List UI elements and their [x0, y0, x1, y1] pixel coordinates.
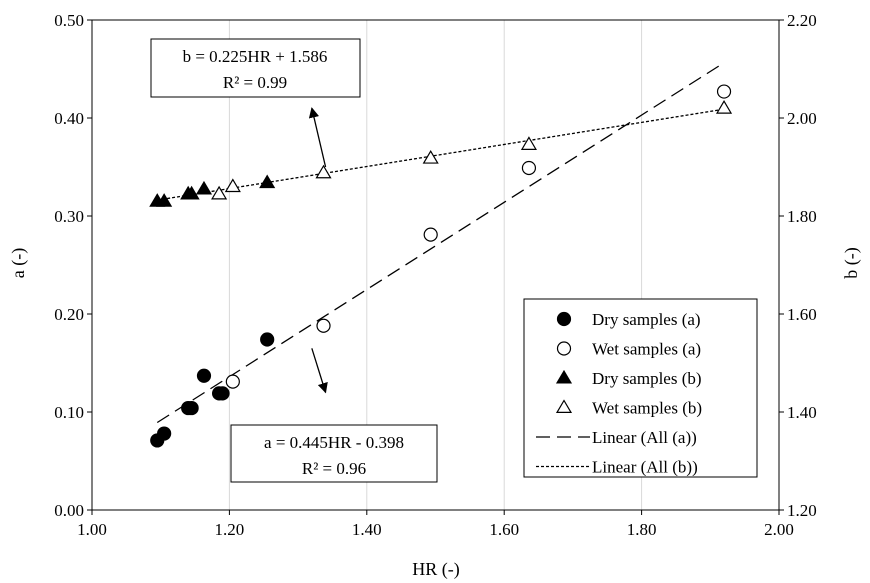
left-y-axis-title: a (-) — [8, 248, 29, 278]
left-y-tick-label: 0.10 — [54, 403, 84, 422]
trend-line — [156, 62, 725, 424]
left-y-tick-label: 0.40 — [54, 109, 84, 128]
data-point — [224, 178, 241, 193]
data-point — [215, 386, 230, 401]
data-point — [225, 374, 240, 389]
legend-symbol — [555, 399, 573, 413]
b-equation-line-1: b = 0.225HR + 1.586 — [183, 47, 328, 66]
data-point — [184, 400, 199, 416]
a-equation-line-2: R² = 0.96 — [302, 459, 366, 478]
annotation-arrows — [308, 107, 328, 394]
right-y-tick-label: 1.20 — [787, 501, 817, 520]
x-tick-label: 1.80 — [627, 520, 657, 539]
data-point — [423, 227, 438, 242]
legend-label: Dry samples (a) — [592, 310, 701, 329]
data-point — [316, 318, 331, 333]
right-y-tick-label: 2.20 — [787, 11, 817, 30]
data-point — [211, 185, 228, 200]
tick-labels: 1.00 1.20 1.40 1.60 1.80 2.00 0.00 0.10 0.20 0.30… — [54, 11, 817, 539]
data-point — [715, 100, 733, 114]
legend-label: Wet samples (b) — [592, 399, 702, 418]
x-tick-label: 1.40 — [352, 520, 382, 539]
data-point — [422, 149, 439, 164]
legend-box — [523, 298, 758, 478]
data-point — [315, 164, 332, 179]
data-point — [195, 180, 213, 195]
left-y-tick-label: 0.00 — [54, 501, 84, 520]
legend-label: Linear (All (b)) — [592, 458, 698, 477]
right-y-tick-label: 1.60 — [787, 305, 817, 324]
b-equation-line-2: R² = 0.99 — [223, 73, 287, 92]
legend-label: Linear (All (a)) — [592, 428, 697, 447]
data-point — [521, 160, 537, 176]
right-y-axis-title: b (-) — [841, 247, 862, 278]
data-point — [520, 136, 537, 150]
right-y-tick-label: 1.40 — [787, 403, 817, 422]
x-tick-label: 2.00 — [764, 520, 794, 539]
legend-symbol — [555, 369, 573, 384]
annotation-arrow — [308, 107, 327, 168]
x-tick-label: 1.00 — [77, 520, 107, 539]
a-equation-line-1: a = 0.445HR - 0.398 — [264, 433, 404, 452]
data-point — [260, 332, 275, 347]
data-point — [259, 174, 276, 189]
x-axis-title: HR (-) — [412, 559, 460, 580]
legend-symbol — [556, 341, 572, 356]
data-point — [157, 426, 172, 441]
trend-line — [157, 108, 725, 201]
data-point — [156, 193, 173, 207]
legend-label: Dry samples (b) — [592, 369, 702, 388]
axes — [87, 19, 784, 515]
right-y-tick-label: 2.00 — [787, 109, 817, 128]
plot-frame — [91, 19, 780, 511]
b-equation-box: b = 0.225HR + 1.586 R² = 0.99 — [150, 38, 361, 98]
data-points — [149, 84, 733, 448]
annotation-arrow — [311, 348, 328, 394]
data-point — [183, 185, 200, 200]
data-point — [716, 84, 732, 99]
right-y-tick-label: 1.80 — [787, 207, 817, 226]
x-tick-label: 1.20 — [215, 520, 245, 539]
data-point — [196, 368, 212, 383]
trend-lines — [156, 62, 725, 424]
a-equation-box: a = 0.445HR - 0.398 R² = 0.96 — [230, 424, 438, 483]
left-y-tick-label: 0.20 — [54, 305, 84, 324]
legend-label: Wet samples (a) — [592, 340, 701, 359]
left-y-tick-label: 0.30 — [54, 207, 84, 226]
x-tick-label: 1.60 — [489, 520, 519, 539]
legend: Dry samples (a) Wet samples (a) Dry sample… — [523, 298, 758, 478]
left-y-tick-label: 0.50 — [54, 11, 84, 30]
annotations: b = 0.225HR + 1.586 R² = 0.99 a = 0.445H… — [150, 38, 438, 483]
legend-symbol — [556, 311, 572, 327]
